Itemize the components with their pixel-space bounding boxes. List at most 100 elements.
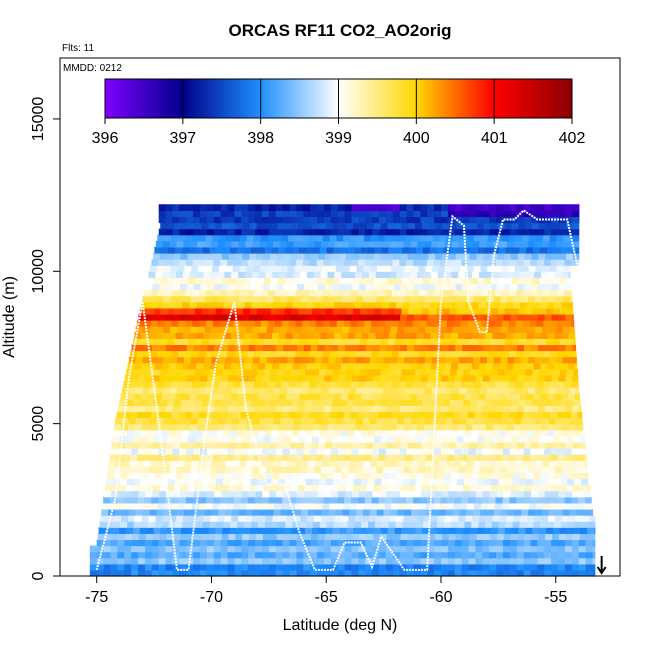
heatmap-cell [512,429,521,437]
heatmap-cell [502,545,511,553]
heatmap-cell [160,368,169,376]
heatmap-cell [163,265,172,272]
heatmap-cell [474,234,482,242]
heatmap-cell [261,563,270,571]
heatmap-cell [289,313,298,321]
heatmap-cell [533,393,542,400]
heatmap-cell [382,362,390,370]
heatmap-cell [486,466,494,473]
heatmap-cell [518,368,527,376]
heatmap-cell [282,569,291,577]
heatmap-cell [441,228,449,236]
heatmap-cell [351,551,359,559]
heatmap-cell [560,429,569,437]
heatmap-cell [351,496,359,504]
colorbar-segment [348,79,352,118]
heatmap-cell [251,472,259,480]
heatmap-cell [275,557,284,565]
heatmap-cell [194,527,203,534]
heatmap-cell [391,411,400,419]
heatmap-cell [138,490,146,498]
heatmap-cell [141,362,149,370]
heatmap-cell [306,472,314,480]
heatmap-cell [144,563,153,571]
heatmap-cell [489,210,497,218]
heatmap-cell [318,484,326,492]
heatmap-cell [155,515,163,522]
heatmap-cell [151,545,160,553]
heatmap-cell [528,326,536,333]
heatmap-cell [457,429,465,437]
heatmap-cell [196,362,204,370]
heatmap-cell [539,399,547,406]
heatmap-cell [486,356,495,364]
heatmap-cell [220,259,228,266]
heatmap-cell [539,277,547,285]
heatmap-cell [441,374,449,382]
heatmap-cell [447,563,456,571]
heatmap-cell [573,484,581,492]
heatmap-cell [379,313,387,321]
heatmap-cell [544,313,553,321]
heatmap-cell [412,502,420,510]
heatmap-cell [151,496,159,504]
heatmap-cell [296,545,304,553]
heatmap-cell [551,545,559,553]
heatmap-cell [530,210,538,218]
heatmap-cell [438,508,447,516]
heatmap-cell [418,356,426,364]
heatmap-cell [153,399,162,406]
heatmap-cell [165,210,174,218]
heatmap-cell [223,301,232,309]
heatmap-cell [276,344,284,352]
heatmap-cell [578,563,587,571]
colorbar-segment [377,79,381,118]
heatmap-cell [349,508,357,516]
heatmap-cell [482,344,491,352]
heatmap-cell [524,374,532,382]
heatmap-cell [569,265,578,272]
heatmap-cell [219,454,228,461]
heatmap-cell [390,417,398,425]
heatmap-cell [541,466,549,473]
heatmap-cell [323,557,332,565]
heatmap-cell [524,344,532,352]
heatmap-cell [586,484,591,492]
x-tick-label: -60 [429,589,452,606]
heatmap-cell [345,533,353,541]
heatmap-cell [537,216,545,224]
heatmap-cell [193,210,201,218]
heatmap-cell [580,484,588,492]
heatmap-cell [137,320,145,327]
heatmap-cell [421,441,429,449]
heatmap-cell [535,265,544,272]
heatmap-cell [244,472,253,480]
heatmap-cell [544,490,553,498]
heatmap-cell [208,399,217,406]
heatmap-cell [477,399,485,406]
heatmap-cell [508,265,516,272]
heatmap-cell [147,277,155,285]
heatmap-cell [480,234,489,242]
heatmap-cell [461,228,470,236]
heatmap-cell [365,405,374,413]
heatmap-cell [299,332,308,339]
heatmap-cell [525,307,533,315]
heatmap-cell [116,502,124,510]
heatmap-cell [148,393,156,400]
heatmap-cell [281,350,290,358]
heatmap-cell [505,277,513,285]
heatmap-cell [326,277,334,285]
colorbar-segment [450,79,454,118]
heatmap-cell [338,490,346,498]
heatmap-cell [356,387,364,394]
heatmap-cell [545,533,553,541]
heatmap-cell [231,515,239,522]
heatmap-cell [285,521,293,528]
heatmap-cell [380,338,389,346]
heatmap-cell [393,344,401,352]
colorbar-segment [177,79,181,118]
heatmap-cell [207,344,215,352]
heatmap-cell [440,454,448,461]
heatmap-cell [254,259,263,266]
